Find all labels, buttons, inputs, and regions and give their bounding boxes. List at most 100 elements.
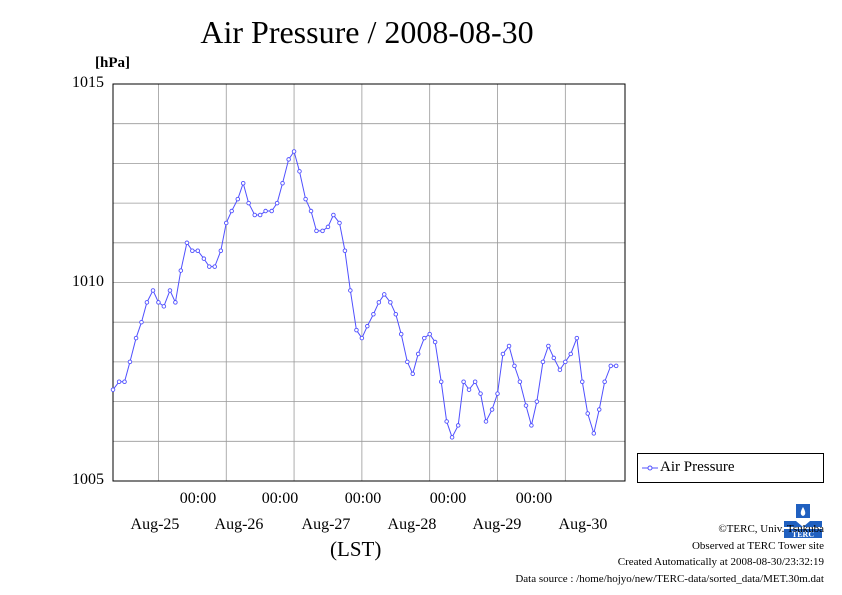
data-point — [393, 312, 399, 317]
plot-frame — [112, 83, 626, 482]
credit-observed: Observed at TERC Tower site — [691, 540, 824, 552]
data-point — [432, 339, 438, 345]
data-point — [580, 379, 585, 385]
data-point — [337, 220, 342, 226]
logo-text: TERC — [792, 530, 814, 539]
credit-created: Created Automatically at 2008-08-30/23:3… — [617, 556, 824, 568]
data-point — [427, 331, 432, 337]
data-point — [529, 423, 534, 428]
data-point — [122, 379, 127, 385]
data-point — [534, 399, 540, 404]
data-point — [415, 351, 421, 357]
data-point — [280, 180, 285, 186]
data-point — [133, 335, 139, 341]
data-point — [257, 212, 263, 218]
x-tick-date: Aug-29 — [472, 516, 522, 533]
data-point — [500, 351, 506, 357]
data-point — [512, 363, 517, 369]
data-point — [190, 248, 195, 253]
data-point — [139, 319, 144, 325]
x-axis-label: (LST) — [330, 537, 382, 561]
data-point — [269, 208, 274, 214]
data-point — [398, 331, 404, 337]
y-tick-label: 1010 — [72, 273, 104, 290]
data-point — [320, 228, 325, 234]
data-point — [591, 431, 597, 436]
x-tick-time: 00:00 — [179, 490, 217, 507]
x-tick-date: Aug-25 — [130, 516, 180, 533]
data-point — [371, 312, 376, 317]
data-point — [229, 208, 234, 214]
data-point — [195, 248, 201, 253]
data-point — [342, 248, 348, 253]
y-tick-label: 1005 — [72, 471, 104, 488]
credit-copyright: ©TERC, Univ. Tsukuba — [718, 523, 824, 535]
x-tick-date: Aug-28 — [387, 516, 437, 533]
data-point — [546, 343, 551, 349]
data-point — [466, 387, 472, 392]
data-point — [127, 359, 133, 365]
data-point — [173, 300, 178, 305]
data-point — [449, 435, 455, 440]
legend: Air Pressure — [637, 453, 824, 483]
data-point — [540, 359, 546, 365]
x-tick-time: 00:00 — [344, 490, 382, 507]
data-point — [246, 200, 251, 206]
x-tick-date: Aug-26 — [214, 516, 264, 533]
data-point — [613, 363, 619, 369]
data-point — [331, 212, 336, 218]
data-point — [551, 355, 557, 361]
data-point — [240, 180, 246, 186]
legend-line-marker-icon — [642, 465, 658, 471]
data-point — [325, 224, 331, 230]
data-point — [405, 359, 410, 365]
data-point — [212, 264, 217, 269]
data-point — [116, 379, 122, 385]
data-point — [422, 335, 427, 341]
data-point — [286, 157, 291, 162]
data-point — [150, 288, 156, 293]
y-axis-unit: [hPa] — [95, 55, 130, 71]
data-point — [184, 240, 190, 246]
data-point — [388, 300, 393, 305]
data-point — [297, 169, 302, 174]
credit-data-source: Data source : /home/hojyo/new/TERC-data/… — [515, 573, 824, 585]
data-point — [359, 335, 365, 341]
y-tick-label: 1015 — [72, 74, 104, 91]
data-point — [602, 379, 607, 385]
data-point — [365, 323, 370, 329]
data-point — [348, 288, 353, 293]
data-point — [523, 403, 529, 408]
data-point — [308, 208, 314, 214]
data-point — [495, 391, 500, 396]
data-point — [110, 387, 116, 392]
data-point — [156, 300, 161, 305]
chart-title: Air Pressure / 2008-08-30 — [200, 14, 534, 50]
data-point — [517, 379, 523, 385]
data-point — [483, 419, 489, 424]
data-point — [252, 212, 257, 218]
data-point — [506, 343, 512, 349]
terc-logo-icon: TERC — [782, 503, 824, 539]
series-line — [112, 150, 617, 439]
data-point — [557, 367, 563, 373]
legend-label: Air Pressure — [660, 459, 735, 475]
data-point — [207, 264, 212, 269]
data-point — [274, 200, 280, 206]
data-point — [178, 268, 184, 273]
data-point — [218, 248, 224, 253]
data-point — [354, 327, 359, 333]
data-point — [235, 196, 241, 202]
data-point — [303, 196, 308, 202]
data-point — [608, 363, 614, 369]
grid-lines — [113, 84, 625, 481]
data-point — [455, 423, 461, 428]
data-point — [568, 351, 573, 357]
data-point — [376, 300, 382, 305]
data-point — [585, 411, 590, 416]
data-point — [444, 419, 449, 424]
series-layer — [110, 149, 619, 440]
data-point — [489, 407, 495, 412]
